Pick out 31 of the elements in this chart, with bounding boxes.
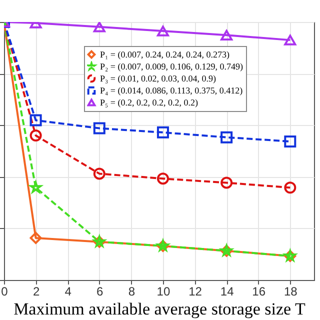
x-tick-label: 4 — [64, 284, 72, 298]
x-tick-label: 18 — [284, 284, 298, 298]
legend-label: P₂ = (0.007, 0.009, 0.106, 0.129, 0.749) — [100, 62, 243, 72]
x-tick-label: 0 — [1, 284, 8, 298]
point — [93, 122, 106, 134]
point — [220, 176, 233, 189]
point — [220, 30, 233, 40]
point — [30, 114, 42, 126]
x-tick-label: 14 — [220, 284, 234, 298]
point — [284, 34, 296, 46]
x-tick-label: 10 — [156, 284, 170, 298]
x-tick-label: 6 — [96, 284, 104, 298]
x-tick-label: 12 — [188, 284, 202, 298]
point — [284, 135, 296, 148]
point — [284, 182, 296, 194]
point — [30, 232, 42, 244]
x-tick-label: 2 — [32, 284, 40, 298]
point — [156, 172, 169, 185]
legend-label: P₁ = (0.007, 0.24, 0.24, 0.24, 0.273) — [100, 50, 230, 60]
x-tick-label: 8 — [128, 284, 136, 298]
x-tick-label: 16 — [252, 284, 266, 298]
point — [156, 126, 169, 138]
legend-label: P₄ = (0.014, 0.086, 0.113, 0.375, 0.412) — [100, 86, 243, 96]
point — [30, 130, 42, 142]
point — [156, 26, 169, 36]
point — [93, 22, 106, 32]
x-axis-title: Maximum available average storage size T — [14, 300, 306, 318]
point — [93, 168, 106, 180]
legend-label: P₃ = (0.01, 0.02, 0.03, 0.04, 0.9) — [100, 74, 216, 84]
legend-label: P₅ = (0.2, 0.2, 0.2, 0.2, 0.2) — [100, 98, 198, 108]
point — [220, 131, 233, 144]
